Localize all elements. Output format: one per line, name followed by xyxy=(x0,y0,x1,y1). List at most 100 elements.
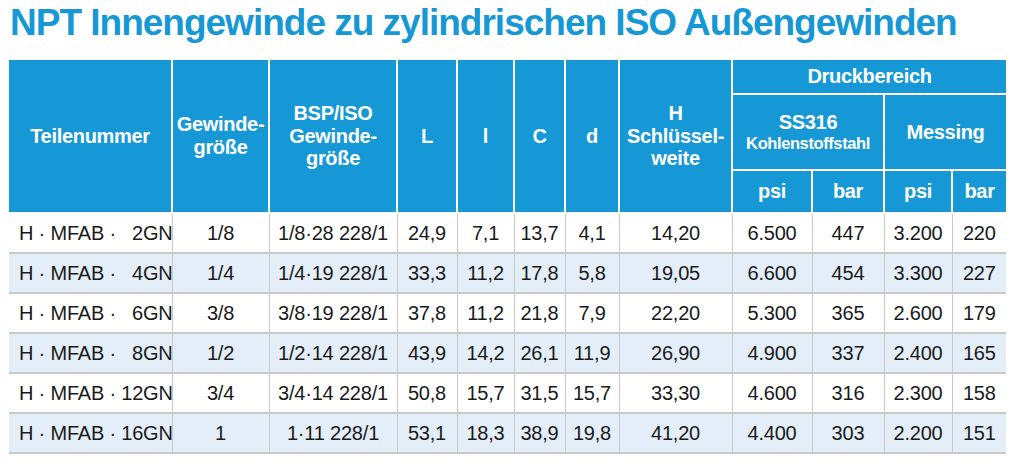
cell-value: 5.300 xyxy=(732,293,812,333)
kohlenstoffstahl-label: Kohlenstoffstahl xyxy=(734,134,882,153)
table-row: H · MFAB · 16GN11·11 228/153,118,338,919… xyxy=(9,413,1006,453)
cell-value: 1/8·28 228/1 xyxy=(269,213,397,253)
cell-teilenummer: H · MFAB · 16GN xyxy=(9,413,172,453)
cell-value: 6.600 xyxy=(732,253,812,293)
cell-teilenummer: H · MFAB · 4GN xyxy=(9,253,172,293)
cell-value: 1/4·19 228/1 xyxy=(269,253,397,293)
unit-header-ss316-bar: bar xyxy=(812,170,884,213)
cell-value: 227 xyxy=(952,253,1006,293)
cell-value: 21,8 xyxy=(514,293,565,333)
cell-value: 11,2 xyxy=(457,293,514,333)
cell-value: 1/8 xyxy=(172,213,269,253)
cell-value: 1/2·14 228/1 xyxy=(269,333,397,373)
cell-value: 1/4 xyxy=(172,253,269,293)
cell-value: 17,8 xyxy=(514,253,565,293)
table-header: Teilenummer Gewinde- größe BSP/ISO Gewin… xyxy=(9,60,1006,213)
cell-value: 15,7 xyxy=(457,373,514,413)
table-row: H · MFAB · 2GN1/81/8·28 228/124,97,113,7… xyxy=(9,213,1006,253)
cell-value: 179 xyxy=(952,293,1006,333)
cell-value: 50,8 xyxy=(397,373,457,413)
cell-value: 19,05 xyxy=(619,253,732,293)
table-body: H · MFAB · 2GN1/81/8·28 228/124,97,113,7… xyxy=(9,213,1006,453)
cell-value: 4.600 xyxy=(732,373,812,413)
cell-value: 316 xyxy=(812,373,884,413)
cell-value: 2.400 xyxy=(884,333,952,373)
cell-value: 11,2 xyxy=(457,253,514,293)
cell-value: 3/8 xyxy=(172,293,269,333)
cell-value: 4.900 xyxy=(732,333,812,373)
col-header-h-schluesselweite: H Schlüssel- weite xyxy=(619,60,732,213)
catalog-page: NPT Innengewinde zu zylindrischen ISO Au… xyxy=(0,0,1031,469)
cell-value: 2.200 xyxy=(884,413,952,453)
cell-value: 7,9 xyxy=(565,293,619,333)
cell-teilenummer: H · MFAB · 12GN xyxy=(9,373,172,413)
cell-value: 18,3 xyxy=(457,413,514,453)
cell-value: 33,3 xyxy=(397,253,457,293)
cell-value: 31,5 xyxy=(514,373,565,413)
cell-value: 158 xyxy=(952,373,1006,413)
cell-teilenummer: H · MFAB · 2GN xyxy=(9,213,172,253)
col-header-L: L xyxy=(397,60,457,213)
cell-value: 37,8 xyxy=(397,293,457,333)
cell-value: 3.200 xyxy=(884,213,952,253)
unit-header-ss316-psi: psi xyxy=(732,170,812,213)
unit-header-messing-bar: bar xyxy=(952,170,1006,213)
cell-value: 19,8 xyxy=(565,413,619,453)
cell-value: 7,1 xyxy=(457,213,514,253)
cell-value: 165 xyxy=(952,333,1006,373)
cell-value: 14,2 xyxy=(457,333,514,373)
cell-value: 6.500 xyxy=(732,213,812,253)
cell-value: 41,20 xyxy=(619,413,732,453)
cell-value: 454 xyxy=(812,253,884,293)
cell-teilenummer: H · MFAB · 6GN xyxy=(9,293,172,333)
cell-value: 3.300 xyxy=(884,253,952,293)
col-header-C: C xyxy=(514,60,565,213)
cell-value: 151 xyxy=(952,413,1006,453)
ss316-label: SS316 xyxy=(734,111,882,134)
cell-value: 13,7 xyxy=(514,213,565,253)
cell-value: 24,9 xyxy=(397,213,457,253)
group-header-ss316-kohlenstoffstahl: SS316 Kohlenstoffstahl xyxy=(732,94,884,170)
cell-value: 14,20 xyxy=(619,213,732,253)
cell-value: 33,30 xyxy=(619,373,732,413)
cell-value: 15,7 xyxy=(565,373,619,413)
cell-value: 2.600 xyxy=(884,293,952,333)
group-header-druckbereich: Druckbereich xyxy=(732,60,1006,94)
cell-value: 53,1 xyxy=(397,413,457,453)
cell-value: 11,9 xyxy=(565,333,619,373)
unit-header-messing-psi: psi xyxy=(884,170,952,213)
table-row: H · MFAB · 4GN1/41/4·19 228/133,311,217,… xyxy=(9,253,1006,293)
cell-value: 3/4 xyxy=(172,373,269,413)
cell-value: 220 xyxy=(952,213,1006,253)
cell-value: 303 xyxy=(812,413,884,453)
table-row: H · MFAB · 12GN3/43/4·14 228/150,815,731… xyxy=(9,373,1006,413)
table-row: H · MFAB · 6GN3/83/8·19 228/137,811,221,… xyxy=(9,293,1006,333)
cell-value: 3/8·19 228/1 xyxy=(269,293,397,333)
cell-value: 3/4·14 228/1 xyxy=(269,373,397,413)
page-title: NPT Innengewinde zu zylindrischen ISO Au… xyxy=(10,2,957,44)
cell-value: 4,1 xyxy=(565,213,619,253)
cell-value: 5,8 xyxy=(565,253,619,293)
cell-value: 337 xyxy=(812,333,884,373)
cell-value: 26,1 xyxy=(514,333,565,373)
cell-value: 43,9 xyxy=(397,333,457,373)
col-header-gewindegroesse: Gewinde- größe xyxy=(172,60,269,213)
col-header-teilenummer: Teilenummer xyxy=(9,60,172,213)
cell-value: 365 xyxy=(812,293,884,333)
spec-table: Teilenummer Gewinde- größe BSP/ISO Gewin… xyxy=(9,60,1006,454)
cell-value: 22,20 xyxy=(619,293,732,333)
cell-value: 1·11 228/1 xyxy=(269,413,397,453)
group-header-messing: Messing xyxy=(884,94,1006,170)
cell-teilenummer: H · MFAB · 8GN xyxy=(9,333,172,373)
col-header-l: l xyxy=(457,60,514,213)
cell-value: 1/2 xyxy=(172,333,269,373)
cell-value: 4.400 xyxy=(732,413,812,453)
table-row: H · MFAB · 8GN1/21/2·14 228/143,914,226,… xyxy=(9,333,1006,373)
cell-value: 447 xyxy=(812,213,884,253)
col-header-bsp-iso-gewindegroesse: BSP/ISO Gewinde- größe xyxy=(269,60,397,213)
cell-value: 38,9 xyxy=(514,413,565,453)
cell-value: 26,90 xyxy=(619,333,732,373)
cell-value: 1 xyxy=(172,413,269,453)
col-header-d: d xyxy=(565,60,619,213)
cell-value: 2.300 xyxy=(884,373,952,413)
